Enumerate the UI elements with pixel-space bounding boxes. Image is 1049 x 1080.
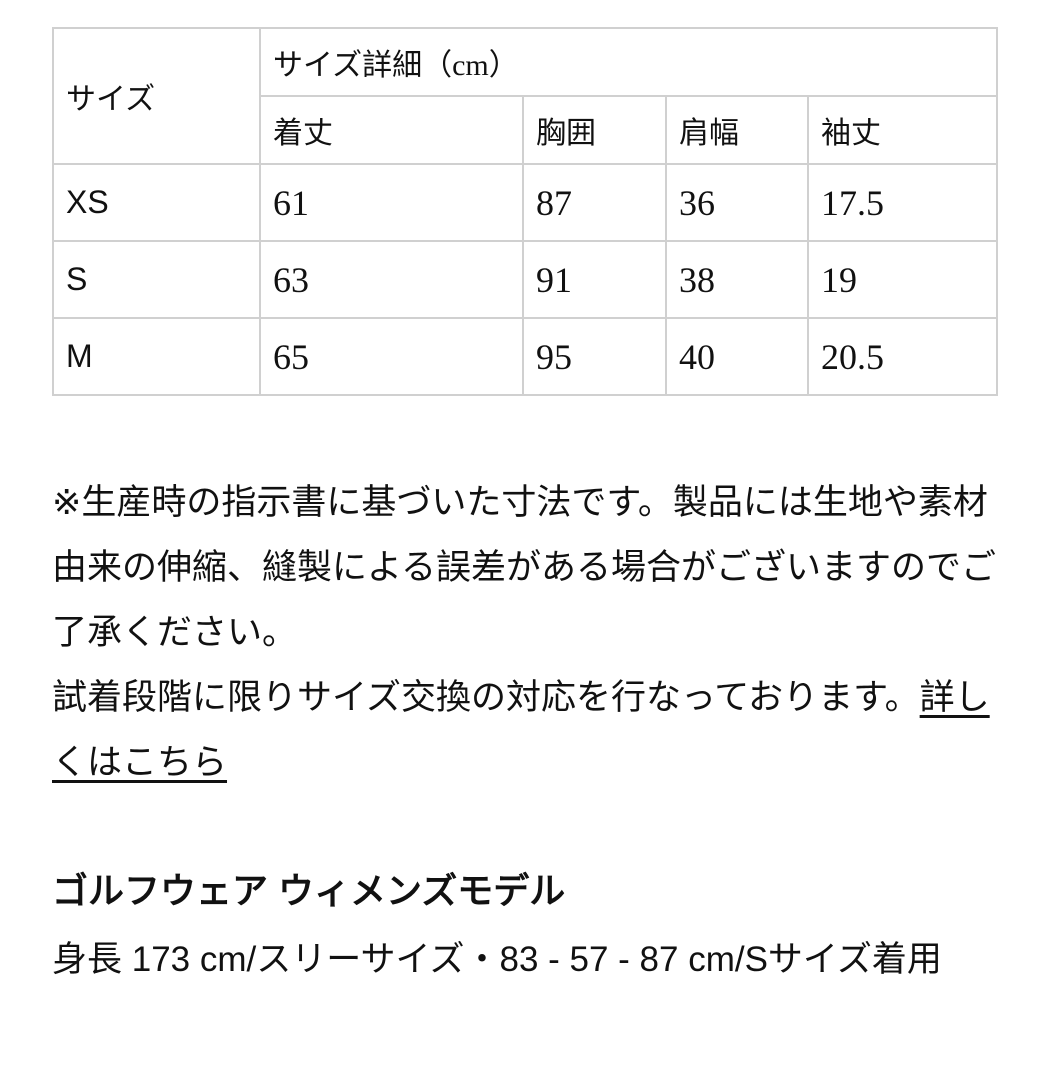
table-row: XS 61 87 36 17.5: [52, 163, 998, 242]
model-title: ゴルフウェア ウィメンズモデル: [52, 870, 566, 911]
value-cell: 36: [665, 163, 809, 242]
value-cell: 91: [522, 240, 667, 319]
column-header: 着丈: [259, 95, 524, 165]
note-text: ※生産時の指示書に基づいた寸法です。製品には生地や素材由来の伸縮、縫製による誤差…: [52, 483, 996, 652]
value-cell: 40: [665, 317, 809, 396]
table-row: S 63 91 38 19: [52, 240, 998, 319]
size-cell: S: [52, 240, 261, 319]
value-cell: 65: [259, 317, 524, 396]
column-header: 袖丈: [807, 95, 998, 165]
value-cell: 61: [259, 163, 524, 242]
value-cell: 19: [807, 240, 998, 319]
size-cell: M: [52, 317, 261, 396]
column-header: 肩幅: [665, 95, 809, 165]
value-cell: 63: [259, 240, 524, 319]
size-detail-header: サイズ詳細（cm）: [259, 27, 998, 97]
size-table: サイズ サイズ詳細（cm） 着丈 胸囲 肩幅 袖丈 XS 61 87 36 17…: [52, 27, 998, 396]
size-note: ※生産時の指示書に基づいた寸法です。製品には生地や素材由来の伸縮、縫製による誤差…: [52, 470, 1002, 795]
model-description: 身長 173 cm/スリーサイズ・83 - 57 - 87 cm/Sサイズ着用: [52, 940, 942, 979]
exchange-text: 試着段階に限りサイズ交換の対応を行なっております。: [52, 678, 920, 717]
value-cell: 87: [522, 163, 667, 242]
column-header: 胸囲: [522, 95, 667, 165]
size-header: サイズ: [52, 27, 261, 165]
size-cell: XS: [52, 163, 261, 242]
value-cell: 17.5: [807, 163, 998, 242]
table-row: M 65 95 40 20.5: [52, 317, 998, 396]
value-cell: 38: [665, 240, 809, 319]
value-cell: 95: [522, 317, 667, 396]
value-cell: 20.5: [807, 317, 998, 396]
details-link[interactable]: 詳しくはこちら: [52, 678, 990, 782]
